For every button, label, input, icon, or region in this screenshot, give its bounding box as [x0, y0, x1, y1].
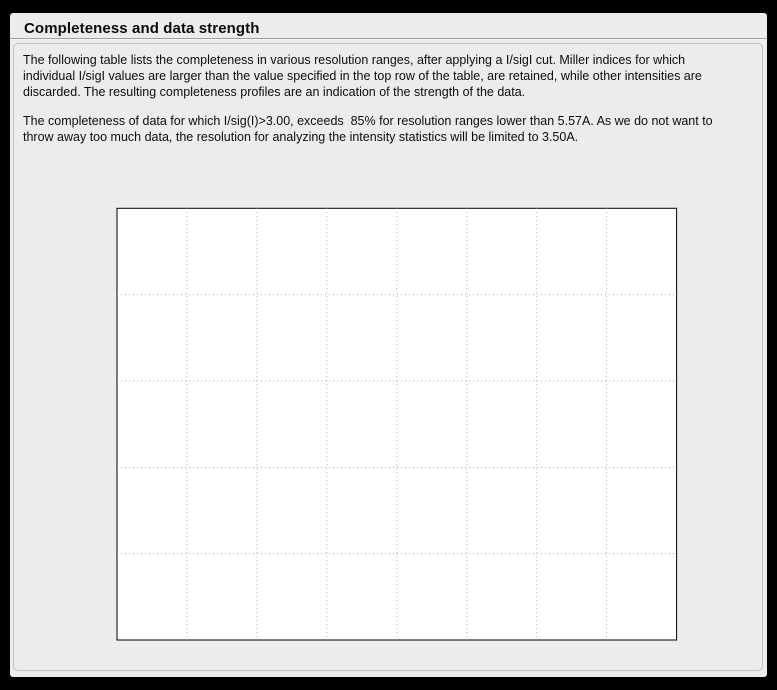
content-panel: The following table lists the completene… — [13, 43, 763, 671]
description-paragraph: The following table lists the completene… — [23, 53, 706, 99]
title-separator — [10, 38, 767, 40]
report-window: Completeness and data strength The follo… — [10, 13, 767, 677]
completeness-chart — [116, 207, 678, 641]
plot-area — [116, 207, 678, 641]
page-title: Completeness and data strength — [24, 20, 260, 37]
conclusion-paragraph: The completeness of data for which I/sig… — [23, 114, 717, 144]
